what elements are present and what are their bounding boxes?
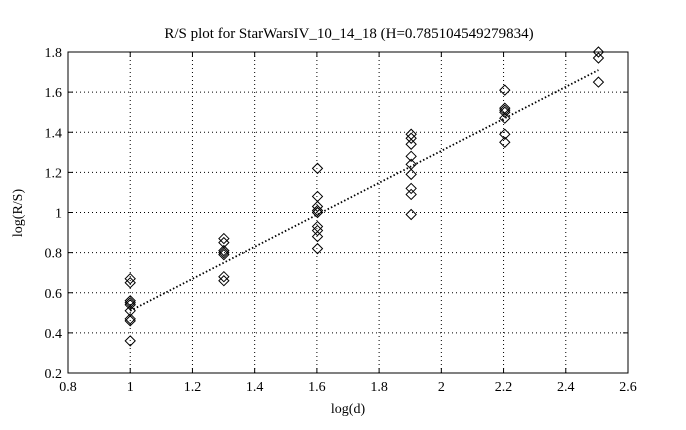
data-point [405,188,417,201]
data-point [124,335,136,347]
y-tick-label: 0.6 [45,287,63,302]
data-point [218,232,230,245]
x-tick-label: 2.4 [557,380,575,395]
data-point [499,106,511,118]
y-tick-label: 1.2 [45,166,63,181]
y-axis-title: log(R/S) [11,189,26,238]
data-point [405,132,417,144]
data-point [499,136,511,148]
y-tick-label: 1.4 [45,126,63,141]
chart-title: R/S plot for StarWarsIV_10_14_18 (H=0.78… [164,26,533,42]
y-tick-label: 1 [55,207,62,222]
data-point [405,168,417,181]
data-point [124,272,136,285]
data-point [218,244,230,257]
data-point [124,277,136,289]
data-point [311,230,324,243]
y-tick-label: 0.2 [45,367,63,382]
data-point [499,128,511,140]
data-point [311,200,324,213]
data-point [124,313,136,325]
data-point [311,242,324,255]
data-point [311,224,324,237]
data-point [405,182,417,195]
data-point [124,297,136,309]
data-point [499,84,511,96]
grid-lines [68,52,628,373]
data-point [311,206,324,219]
data-point [592,46,605,58]
data-point [218,248,230,261]
data-point [592,52,605,64]
data-point [124,315,136,327]
data-point [499,112,511,124]
data-point [218,246,230,259]
x-tick-label: 2.2 [495,380,513,395]
x-tick-labels: 0.8 1 1.2 1.4 1.6 1.8 2 2.2 2.4 2.6 [59,380,637,395]
x-tick-label: 2 [438,380,445,395]
fit-line [129,69,599,312]
data-point [311,204,324,217]
data-point [311,220,324,233]
data-point [405,138,417,150]
y-tick-label: 0.4 [45,327,63,342]
y-tick-label: 1.6 [45,86,63,101]
x-tick-label: 1.4 [246,380,264,395]
x-tick-label: 1.6 [308,380,326,395]
x-axis-title: log(d) [331,402,366,417]
data-point [405,128,417,140]
x-tick-label: 2.6 [619,380,637,395]
data-point [311,190,324,203]
x-tick-label: 0.8 [59,380,77,395]
data-point [592,76,605,88]
data-point [405,150,417,163]
data-point [218,270,230,283]
data-point [405,208,417,221]
axis-ticks [67,51,629,374]
data-point [218,275,230,287]
x-tick-label: 1.8 [370,380,388,395]
y-tick-label: 0.8 [45,247,63,262]
data-point [499,104,511,116]
x-tick-label: 1.2 [184,380,202,395]
data-point [124,299,136,311]
y-tick-label: 1.8 [45,46,63,61]
y-tick-labels: 0.2 0.4 0.6 0.8 1 1.2 1.4 1.6 1.8 [45,46,63,382]
data-points [124,46,605,347]
data-point [311,162,324,175]
x-tick-label: 1 [127,380,134,395]
